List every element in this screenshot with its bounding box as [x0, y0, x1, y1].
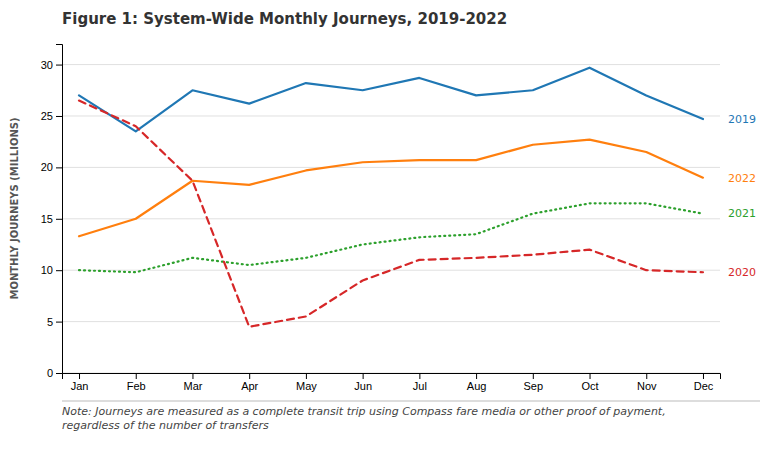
series-label: 2022 [728, 172, 756, 185]
x-tick-label: Feb [127, 380, 146, 392]
x-tick-mark [136, 373, 137, 379]
x-tick-label: Dec [694, 380, 714, 392]
x-tick-mark [79, 373, 80, 379]
separator [62, 401, 760, 402]
y-tick-label: 0 [47, 367, 53, 379]
grid-line [62, 64, 720, 65]
y-tick-mark [56, 167, 62, 168]
y-tick: 20 [41, 161, 62, 173]
chart-container: Figure 1: System-Wide Monthly Journeys, … [0, 0, 780, 469]
y-tick-label: 25 [41, 110, 53, 122]
x-axis: Jan Feb Mar Apr May Jun Jul Aug Sep Oct Nov Dec [63, 373, 721, 392]
grid-line [62, 167, 720, 168]
x-tick-mark [419, 373, 420, 379]
chart-svg: Figure 1: System-Wide Monthly Journeys, … [0, 0, 780, 469]
y-tick: 0 [47, 367, 62, 379]
note-line: regardless of the number of transfers [62, 419, 269, 432]
series-line [79, 68, 703, 132]
x-tick-mark [306, 373, 307, 379]
y-tick-label: 30 [41, 59, 53, 71]
lines [79, 68, 703, 327]
y-axis: 0 5 10 15 20 25 30 [41, 45, 63, 380]
series-labels: 2019 2022 2021 2020 [728, 113, 756, 279]
x-tick-mark [646, 373, 647, 379]
x-tick-label: Jun [354, 380, 372, 392]
x-tick-label: May [296, 380, 317, 392]
x-tick-mark [590, 373, 591, 379]
grid [62, 65, 720, 373]
x-tick: Nov [637, 373, 657, 392]
x-tick-label: Jan [71, 380, 89, 392]
x-axis-line [63, 374, 721, 380]
x-tick: Feb [127, 373, 146, 392]
title: Figure 1: System-Wide Monthly Journeys, … [62, 10, 507, 28]
y-tick-label: 15 [41, 213, 53, 225]
x-tick-mark [476, 373, 477, 379]
grid-line [62, 321, 720, 322]
y-tick-mark [56, 219, 62, 220]
x-tick: Jul [413, 373, 427, 392]
series-line [79, 203, 703, 272]
y-tick-mark [56, 373, 62, 374]
y-tick-label: 20 [41, 161, 53, 173]
x-tick-label: Apr [241, 380, 258, 392]
y-tick: 10 [41, 264, 62, 276]
x-tick-label: Mar [183, 380, 202, 392]
y-tick: 15 [41, 213, 62, 225]
y-tick: 30 [41, 59, 62, 71]
x-tick: Aug [467, 373, 487, 392]
grid-line [62, 270, 720, 271]
x-tick: Jan [71, 373, 89, 392]
x-tick: Dec [694, 373, 714, 392]
y-tick: 5 [47, 316, 62, 328]
x-tick-mark [703, 373, 704, 379]
y-tick-mark [56, 116, 62, 117]
x-tick-mark [363, 373, 364, 379]
series-line [79, 101, 703, 327]
x-tick: Jun [354, 373, 372, 392]
series-line [79, 140, 703, 237]
x-tick-label: Nov [637, 380, 657, 392]
x-tick: May [296, 373, 317, 392]
y-tick-label: 10 [41, 264, 53, 276]
x-tick: Sep [524, 373, 544, 392]
x-tick-label: Jul [413, 380, 427, 392]
series-label: 2019 [728, 113, 756, 126]
x-tick-mark [249, 373, 250, 379]
y-tick-mark [56, 65, 62, 66]
x-tick: Mar [183, 373, 202, 392]
x-tick-label: Sep [524, 380, 544, 392]
series-label: 2021 [728, 207, 756, 220]
plot-area: 0 5 10 15 20 25 30 Jan Feb Mar Apr May Jun Jul Aug Sep O… [41, 45, 756, 392]
x-tick-mark [192, 373, 193, 379]
y-tick-label: 5 [47, 316, 53, 328]
x-tick-label: Aug [467, 380, 487, 392]
series-label: 2020 [728, 266, 756, 279]
y-axis-line [56, 45, 63, 374]
note-line: Note: Journeys are measured as a complet… [62, 405, 666, 418]
grid-line [62, 218, 720, 219]
x-tick: Oct [581, 373, 598, 392]
x-tick-mark [533, 373, 534, 379]
grid-line [62, 115, 720, 116]
x-tick: Apr [241, 373, 258, 392]
y-axis-title: MONTHLY JOURNEYS (MILLIONS) [9, 117, 20, 299]
y-tick-mark [56, 270, 62, 271]
y-tick-mark [56, 322, 62, 323]
x-tick-label: Oct [581, 380, 598, 392]
y-tick: 25 [41, 110, 62, 122]
note: Note: Journeys are measured as a complet… [62, 405, 666, 432]
